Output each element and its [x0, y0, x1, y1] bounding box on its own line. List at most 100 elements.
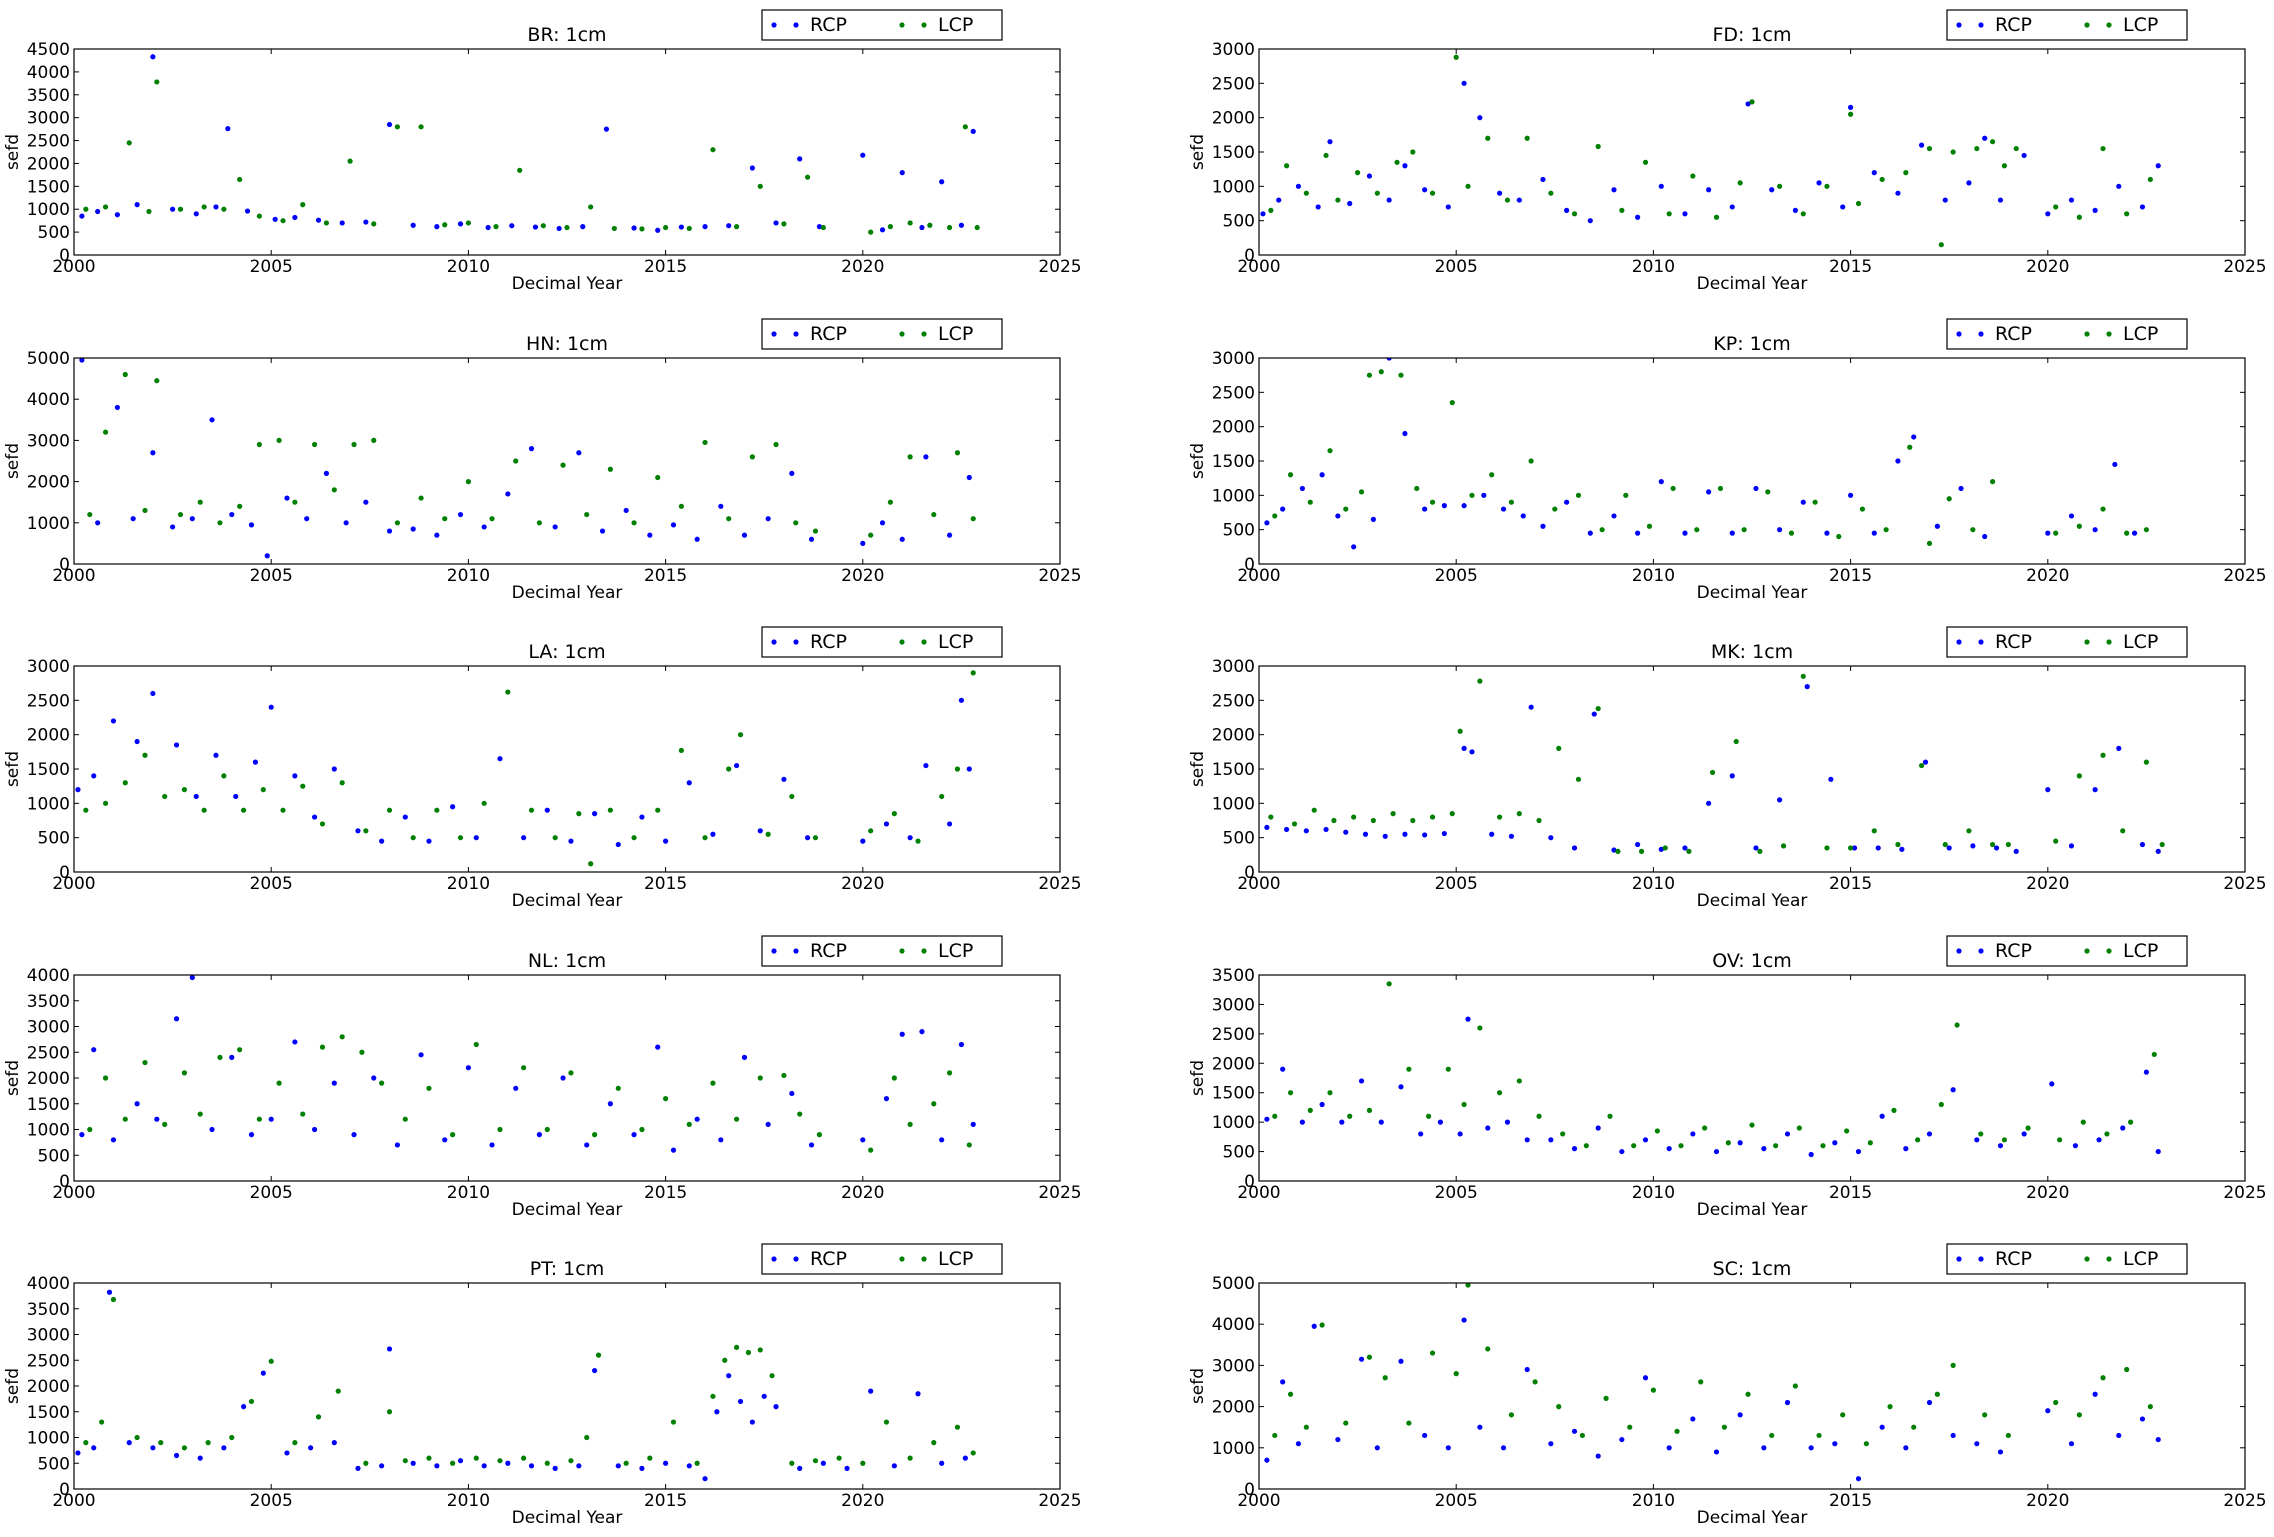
data-point-lcp — [592, 1132, 598, 1138]
data-point-lcp — [1702, 1125, 1708, 1131]
data-point-rcp — [2092, 207, 2098, 213]
x-tick-label: 2025 — [2223, 874, 2266, 894]
data-point-rcp — [1611, 187, 1617, 193]
data-point-lcp — [1946, 496, 1952, 502]
data-point-rcp — [1895, 190, 1901, 196]
y-tick-label: 2000 — [1212, 1398, 1255, 1418]
y-tick-label: 0 — [59, 1480, 70, 1500]
data-point-lcp — [1536, 817, 1542, 824]
plot-frame — [1258, 48, 2246, 256]
data-point-rcp — [150, 450, 156, 456]
data-point-lcp — [240, 807, 247, 813]
data-point-rcp — [311, 814, 318, 820]
data-point-rcp — [765, 516, 771, 522]
data-point-rcp — [860, 838, 866, 844]
y-axis-label: sefd — [3, 1060, 23, 1096]
data-point-rcp — [2045, 1408, 2051, 1414]
data-point-lcp — [1524, 135, 1530, 141]
data-point-rcp — [1761, 1445, 1767, 1451]
data-point-rcp — [702, 224, 708, 230]
data-point-lcp — [1690, 173, 1696, 179]
y-tick-label: 500 — [1223, 521, 1255, 541]
data-point-rcp — [1997, 1449, 2004, 1455]
data-point-lcp — [737, 732, 744, 738]
data-point-lcp — [1650, 1387, 1656, 1393]
data-point-lcp — [2076, 214, 2082, 220]
marker-layer — [75, 670, 976, 867]
legend-box — [1946, 626, 2188, 658]
data-point-rcp — [1319, 1101, 1325, 1108]
data-point-lcp — [217, 520, 223, 526]
data-point-lcp — [1619, 207, 1625, 213]
y-axis-label: sefd — [3, 134, 23, 170]
data-point-lcp — [363, 1460, 369, 1466]
data-point-rcp — [2092, 787, 2098, 793]
data-point-lcp — [1848, 845, 1854, 851]
data-point-rcp — [252, 759, 259, 765]
x-tick-label: 2010 — [1632, 257, 1675, 277]
marker-layer — [1264, 1283, 2161, 1482]
data-point-rcp — [552, 1465, 558, 1471]
data-point-rcp — [1508, 833, 1515, 839]
data-point-lcp — [126, 140, 132, 146]
data-point-lcp — [1366, 1107, 1373, 1113]
data-point-rcp — [189, 516, 195, 522]
y-tick-label: 1500 — [27, 177, 70, 197]
chart-title: NL: 1cm — [528, 950, 606, 972]
data-point-rcp — [1997, 197, 2004, 203]
data-point-rcp — [741, 532, 748, 538]
data-point-rcp — [1386, 358, 1392, 361]
data-point-lcp — [386, 1409, 393, 1415]
data-point-rcp — [1264, 824, 1270, 830]
legend-marker-lcp — [2084, 22, 2090, 28]
y-tick-label: 2000 — [1212, 418, 1255, 438]
data-point-rcp — [1540, 523, 1546, 529]
legend-marker-rcp — [1978, 948, 1984, 954]
marker-layer — [79, 975, 976, 1153]
data-point-rcp — [1911, 434, 1917, 440]
data-point-rcp — [603, 126, 610, 132]
data-point-rcp — [797, 1465, 803, 1471]
data-point-lcp — [1489, 472, 1495, 478]
data-point-rcp — [923, 762, 929, 769]
data-point-lcp — [1938, 242, 1944, 248]
data-point-lcp — [1603, 1395, 1609, 1401]
legend-box — [1946, 935, 2188, 967]
data-point-rcp — [568, 838, 574, 844]
data-point-lcp — [402, 1116, 408, 1122]
data-point-lcp — [473, 1455, 479, 1461]
data-point-lcp — [201, 204, 207, 210]
y-tick-label: 4500 — [27, 40, 70, 60]
data-point-lcp — [1429, 499, 1436, 505]
data-point-lcp — [710, 1080, 716, 1086]
data-point-lcp — [678, 503, 684, 509]
data-point-rcp — [2143, 1069, 2149, 1075]
data-point-lcp — [434, 807, 440, 813]
y-tick-label: 1000 — [27, 1121, 70, 1141]
data-point-lcp — [1745, 1391, 1751, 1397]
y-tick-label: 0 — [1244, 246, 1255, 266]
x-tick-label: 2025 — [2223, 566, 2266, 586]
data-point-lcp — [1879, 176, 1885, 183]
data-point-rcp — [1524, 1366, 1530, 1373]
y-tick-label: 3000 — [1212, 1356, 1255, 1376]
data-point-lcp — [1343, 506, 1349, 512]
y-tick-label: 2000 — [27, 1069, 70, 1089]
y-tick-label: 4000 — [27, 63, 70, 83]
data-point-lcp — [2159, 841, 2165, 848]
y-tick-label: 1000 — [27, 794, 70, 814]
data-point-rcp — [560, 1075, 566, 1081]
data-point-rcp — [1934, 523, 1940, 529]
x-axis-label: Decimal Year — [512, 583, 623, 603]
data-point-lcp — [351, 441, 357, 448]
data-point-rcp — [1666, 1146, 1672, 1152]
data-point-rcp — [509, 223, 515, 229]
data-point-rcp — [248, 522, 255, 528]
data-point-lcp — [946, 1070, 953, 1076]
data-point-rcp — [457, 221, 464, 227]
data-point-lcp — [481, 800, 487, 806]
data-point-rcp — [331, 1080, 337, 1086]
data-point-rcp — [173, 1016, 180, 1022]
data-point-lcp — [528, 807, 535, 813]
data-point-lcp — [1666, 211, 1672, 217]
